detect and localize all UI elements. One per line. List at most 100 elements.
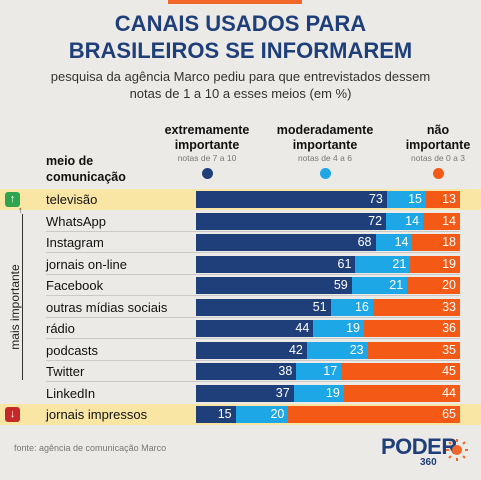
stacked-bar: 38 17 45 <box>196 363 460 380</box>
data-label: 17 <box>323 364 338 378</box>
arrow-down-icon: ↓ <box>5 407 20 422</box>
bar-segment-not: 19 <box>410 255 460 273</box>
chart-row: jornais on-line 61 21 19 <box>0 254 481 275</box>
category-label: rádio <box>46 321 75 336</box>
data-label: 14 <box>405 213 420 228</box>
side-arrow-line <box>22 214 23 380</box>
row-divider <box>46 273 460 275</box>
data-label: 14 <box>394 235 409 249</box>
category-label: outras mídias sociais <box>46 299 168 315</box>
legend-moderate: moderadamente importante notas de 4 a 6 <box>263 123 387 179</box>
chart-row: rádio 44 19 36 <box>0 318 481 339</box>
bar-segment-not: 65 <box>288 406 460 423</box>
bar-segment-extreme: 15 <box>196 406 236 423</box>
bar-segment-extreme: 72 <box>196 212 387 230</box>
source-note: fonte: agência de comunicação Marco <box>14 443 167 453</box>
subtitle-line-2: notas de 1 a 10 a esses meios (em %) <box>129 86 352 101</box>
bar-segment-not: 44 <box>343 384 460 402</box>
row-divider <box>46 252 460 253</box>
bar-segment-extreme: 38 <box>196 363 297 380</box>
data-label: 36 <box>442 321 456 335</box>
data-label: 72 <box>368 213 383 228</box>
bar-segment-not: 36 <box>363 320 460 337</box>
category-label: jornais impressos <box>46 407 148 422</box>
bar-segment-moderate: 16 <box>330 298 373 316</box>
data-label: 61 <box>337 256 352 271</box>
category-label: WhatsApp <box>46 213 106 229</box>
data-label: 38 <box>278 364 293 378</box>
data-label: 19 <box>346 321 360 335</box>
row-divider <box>46 359 460 361</box>
data-label: 21 <box>389 278 404 292</box>
legend-moderate-note: notas de 4 a 6 <box>298 153 352 163</box>
data-label: 59 <box>333 278 348 292</box>
chart-row: Twitter 38 17 45 <box>0 361 481 382</box>
media-header-line-1: meio de <box>46 154 94 168</box>
legend-moderate-line-2: importante <box>292 138 358 152</box>
chart-row: Facebook 59 21 20 <box>0 275 481 296</box>
bar-segment-extreme: 37 <box>196 384 294 402</box>
category-label: podcasts <box>46 342 99 358</box>
category-label: televisão <box>46 192 98 207</box>
legend-moderate-dot <box>319 168 331 179</box>
chart-row: outras mídias sociais 51 16 33 <box>0 297 481 318</box>
stacked-bar: 42 23 35 <box>196 341 460 359</box>
data-label: 20 <box>442 278 456 292</box>
bar-segment-extreme: 51 <box>196 298 331 316</box>
data-label: 45 <box>442 364 456 378</box>
legend-not-dot <box>432 168 444 179</box>
data-label: 14 <box>442 213 456 228</box>
side-arrow-tip: ↑ <box>18 205 23 215</box>
row-divider <box>46 381 460 382</box>
chart-row: LinkedIn 37 19 44 <box>0 383 481 404</box>
data-label: 73 <box>368 192 383 206</box>
row-divider <box>46 295 460 296</box>
legend-extreme-line-1: extremamente <box>164 123 250 137</box>
stacked-bar: 72 14 14 <box>196 212 460 230</box>
chart-row: WhatsApp 72 14 14 <box>0 211 481 232</box>
data-label: 19 <box>325 385 340 400</box>
subtitle-line-1: pesquisa da agência Marco pediu para que… <box>50 69 431 84</box>
data-label: 16 <box>354 299 369 314</box>
category-label: Twitter <box>46 364 85 379</box>
bar-segment-not: 20 <box>407 277 460 294</box>
legend-moderate-line-1: moderadamente <box>276 123 374 137</box>
data-label: 44 <box>295 321 310 335</box>
legend-extreme-dot <box>201 168 213 179</box>
media-header-line-2: comunicação <box>46 170 126 184</box>
bar-segment-extreme: 73 <box>196 191 387 208</box>
stacked-bar: 61 21 19 <box>196 255 460 273</box>
stacked-bar: 73 15 13 <box>196 191 460 208</box>
category-label: Facebook <box>46 278 104 293</box>
stacked-bar: 51 16 33 <box>196 298 460 316</box>
data-label: 35 <box>442 342 456 357</box>
data-label: 19 <box>442 256 456 271</box>
category-label: LinkedIn <box>46 385 96 401</box>
sun-icon <box>446 439 468 461</box>
chart-subtitle: pesquisa da agência Marco pediu para que… <box>20 68 461 102</box>
data-label: 20 <box>270 407 285 421</box>
media-column-header: meio de comunicação <box>46 153 126 185</box>
bar-segment-not: 45 <box>341 363 460 380</box>
bar-segment-moderate: 20 <box>235 406 289 423</box>
chart-title: CANAIS USADOS PARA BRASILEIROS SE INFORM… <box>0 10 481 64</box>
arrow-up-icon: ↑ <box>5 192 20 207</box>
legend-extreme-note: notas de 7 a 10 <box>177 153 237 163</box>
bar-segment-extreme: 42 <box>196 341 307 359</box>
chart-row: jornais impressos 15 20 65 ↓ <box>0 404 481 425</box>
chart-row: podcasts 42 23 35 <box>0 340 481 361</box>
legend-not: não importante notas de 0 a 3 <box>398 123 478 179</box>
top-accent-bar <box>168 0 302 4</box>
data-label: 23 <box>349 342 364 357</box>
bar-segment-not: 18 <box>412 234 460 251</box>
category-label: Instagram <box>46 235 104 250</box>
chart-row: Instagram 68 14 18 <box>0 232 481 253</box>
bar-segment-moderate: 19 <box>313 320 364 337</box>
bar-segment-moderate: 21 <box>355 255 411 273</box>
bar-segment-not: 13 <box>426 191 460 208</box>
data-label: 68 <box>357 235 372 249</box>
stacked-bar: 44 19 36 <box>196 320 460 337</box>
data-label: 33 <box>442 299 456 314</box>
data-label: 44 <box>442 385 456 400</box>
bar-segment-moderate: 14 <box>386 212 424 230</box>
